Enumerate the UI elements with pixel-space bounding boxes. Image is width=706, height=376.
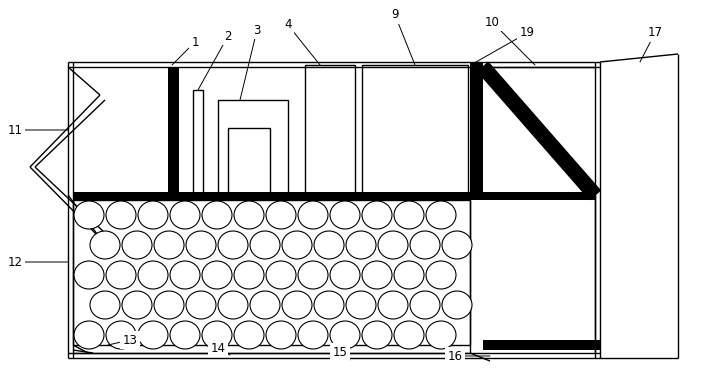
Ellipse shape bbox=[410, 231, 440, 259]
Text: 2: 2 bbox=[225, 29, 232, 42]
Ellipse shape bbox=[202, 201, 232, 229]
Text: 4: 4 bbox=[285, 18, 292, 32]
Bar bbox=[193, 90, 203, 195]
Text: 14: 14 bbox=[210, 341, 225, 355]
Ellipse shape bbox=[170, 201, 200, 229]
Ellipse shape bbox=[426, 201, 456, 229]
Text: 11: 11 bbox=[8, 123, 23, 136]
Bar bbox=[73, 192, 595, 200]
Ellipse shape bbox=[138, 321, 168, 349]
Ellipse shape bbox=[138, 201, 168, 229]
Bar bbox=[218, 100, 288, 195]
Ellipse shape bbox=[122, 291, 152, 319]
Ellipse shape bbox=[442, 291, 472, 319]
Ellipse shape bbox=[234, 261, 264, 289]
Ellipse shape bbox=[186, 291, 216, 319]
Ellipse shape bbox=[106, 261, 136, 289]
Ellipse shape bbox=[378, 291, 408, 319]
Bar bbox=[470, 62, 483, 198]
Ellipse shape bbox=[218, 231, 248, 259]
Bar bbox=[305, 65, 355, 195]
Ellipse shape bbox=[346, 231, 376, 259]
Ellipse shape bbox=[90, 291, 120, 319]
Ellipse shape bbox=[170, 261, 200, 289]
Ellipse shape bbox=[234, 201, 264, 229]
Bar bbox=[168, 67, 179, 195]
Ellipse shape bbox=[266, 321, 296, 349]
Ellipse shape bbox=[394, 261, 424, 289]
Text: 15: 15 bbox=[333, 346, 347, 358]
Bar bbox=[362, 65, 468, 195]
Ellipse shape bbox=[442, 231, 472, 259]
Text: 19: 19 bbox=[520, 26, 534, 39]
Ellipse shape bbox=[314, 291, 344, 319]
Ellipse shape bbox=[394, 321, 424, 349]
Ellipse shape bbox=[362, 201, 392, 229]
Ellipse shape bbox=[330, 261, 360, 289]
Ellipse shape bbox=[266, 201, 296, 229]
Text: 17: 17 bbox=[647, 26, 662, 39]
Ellipse shape bbox=[330, 321, 360, 349]
Ellipse shape bbox=[362, 321, 392, 349]
Ellipse shape bbox=[154, 231, 184, 259]
Ellipse shape bbox=[186, 231, 216, 259]
Ellipse shape bbox=[266, 261, 296, 289]
Text: 1: 1 bbox=[191, 35, 199, 49]
Ellipse shape bbox=[154, 291, 184, 319]
Ellipse shape bbox=[234, 321, 264, 349]
Text: 16: 16 bbox=[448, 350, 462, 362]
Ellipse shape bbox=[314, 231, 344, 259]
Ellipse shape bbox=[74, 201, 104, 229]
Ellipse shape bbox=[410, 291, 440, 319]
Ellipse shape bbox=[218, 291, 248, 319]
Ellipse shape bbox=[282, 231, 312, 259]
Ellipse shape bbox=[298, 261, 328, 289]
Ellipse shape bbox=[330, 201, 360, 229]
Polygon shape bbox=[478, 62, 600, 200]
Ellipse shape bbox=[346, 291, 376, 319]
Ellipse shape bbox=[298, 201, 328, 229]
Ellipse shape bbox=[202, 321, 232, 349]
Ellipse shape bbox=[250, 291, 280, 319]
Ellipse shape bbox=[362, 261, 392, 289]
Ellipse shape bbox=[202, 261, 232, 289]
Bar bbox=[483, 340, 600, 350]
Ellipse shape bbox=[106, 201, 136, 229]
Ellipse shape bbox=[106, 321, 136, 349]
Ellipse shape bbox=[378, 231, 408, 259]
Bar bbox=[228, 128, 270, 195]
Ellipse shape bbox=[282, 291, 312, 319]
Text: 10: 10 bbox=[484, 15, 499, 29]
Ellipse shape bbox=[250, 231, 280, 259]
Ellipse shape bbox=[90, 231, 120, 259]
Ellipse shape bbox=[170, 321, 200, 349]
Ellipse shape bbox=[74, 261, 104, 289]
Ellipse shape bbox=[298, 321, 328, 349]
Ellipse shape bbox=[426, 321, 456, 349]
Ellipse shape bbox=[394, 201, 424, 229]
Text: 13: 13 bbox=[123, 334, 138, 347]
Text: 3: 3 bbox=[253, 23, 261, 36]
Text: 9: 9 bbox=[391, 9, 399, 21]
Ellipse shape bbox=[138, 261, 168, 289]
Ellipse shape bbox=[74, 321, 104, 349]
Ellipse shape bbox=[426, 261, 456, 289]
Ellipse shape bbox=[122, 231, 152, 259]
Text: 12: 12 bbox=[8, 256, 23, 268]
